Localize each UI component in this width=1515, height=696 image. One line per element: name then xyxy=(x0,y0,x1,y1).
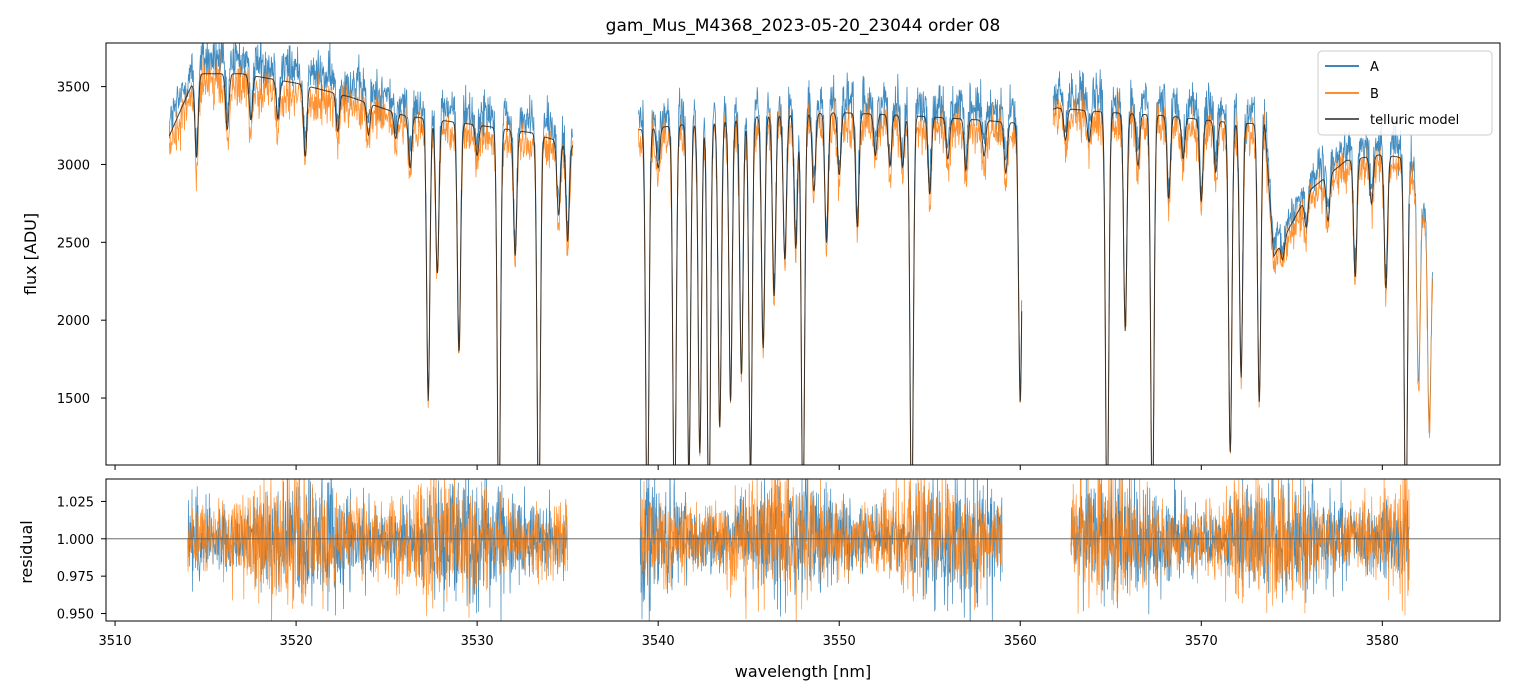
residual-x-tick-label: 3570 xyxy=(1185,634,1218,649)
residual-series-b xyxy=(187,479,1410,621)
flux-plot-area xyxy=(168,43,1434,465)
residual-axes-frame xyxy=(105,478,1501,622)
chart-title: gam_Mus_M4368_2023-05-20_23044 order 08 xyxy=(606,16,1001,36)
residual-x-tick-label: 3520 xyxy=(280,634,313,649)
flux-panel: 1500 2000 2500 3000 3500 flux [ADU] A B tell… xyxy=(21,42,1501,470)
residual-y-tick-label: 0.975 xyxy=(57,570,94,585)
residual-x-tick-label: 3560 xyxy=(1004,634,1037,649)
legend-label-b: B xyxy=(1370,87,1379,102)
residual-panel: 3510 3520 3530 3540 3550 3560 3570 3580 0.950 0.9… xyxy=(17,478,1501,681)
telluric-model-line xyxy=(168,73,1410,465)
residual-plot-area xyxy=(106,479,1500,621)
residual-x-tick-label: 3510 xyxy=(99,634,132,649)
flux-y-tick-label: 2000 xyxy=(57,314,90,329)
flux-y-tick-label: 2500 xyxy=(57,236,90,251)
legend-frame xyxy=(1317,50,1493,136)
legend: A B telluric model xyxy=(1317,50,1493,136)
flux-axes: 1500 2000 2500 3000 3500 xyxy=(57,81,1383,470)
residual-y-tick-label: 1.025 xyxy=(57,495,94,510)
residual-y-tick-label: 1.000 xyxy=(57,533,94,548)
residual-x-tick-label: 3550 xyxy=(823,634,856,649)
flux-axes-frame xyxy=(105,42,1501,466)
flux-y-tick-label: 3500 xyxy=(57,81,90,96)
residual-y-axis-label: residual xyxy=(17,520,36,583)
residual-x-tick-label: 3530 xyxy=(461,634,494,649)
residual-x-tick-label: 3580 xyxy=(1366,634,1399,649)
legend-label-a: A xyxy=(1370,60,1379,75)
residual-y-tick-label: 0.950 xyxy=(57,608,94,623)
x-axis-label: wavelength [nm] xyxy=(735,662,872,681)
residual-axes: 3510 3520 3530 3540 3550 3560 3570 3580 0.950 0.9… xyxy=(57,495,1399,649)
legend-label-model: telluric model xyxy=(1370,113,1459,128)
flux-y-tick-label: 3000 xyxy=(57,158,90,173)
flux-y-axis-label: flux [ADU] xyxy=(21,213,40,295)
residual-x-tick-label: 3540 xyxy=(642,634,675,649)
flux-y-tick-label: 1500 xyxy=(57,392,90,407)
